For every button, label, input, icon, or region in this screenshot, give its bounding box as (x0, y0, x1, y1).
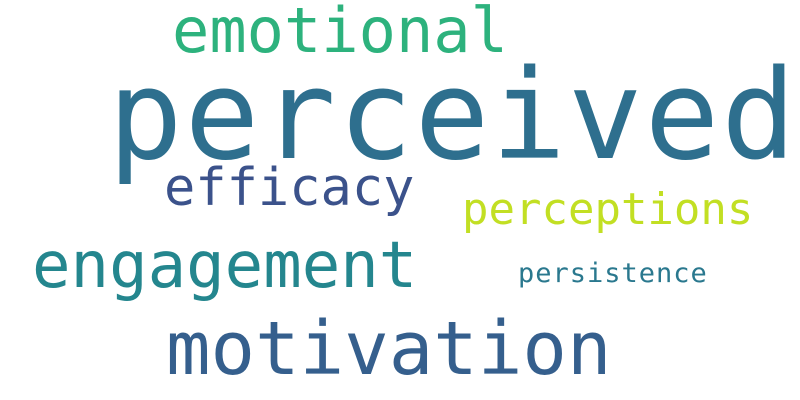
word-motivation: motivation (166, 306, 612, 392)
word-efficacy: efficacy (164, 158, 415, 218)
word-perceptions: perceptions (462, 184, 754, 235)
word-persistence: persistence (518, 258, 708, 289)
word-engagement: engagement (32, 229, 418, 303)
word-emotional: emotional (172, 0, 508, 67)
word-perceived: perceived (108, 44, 798, 188)
